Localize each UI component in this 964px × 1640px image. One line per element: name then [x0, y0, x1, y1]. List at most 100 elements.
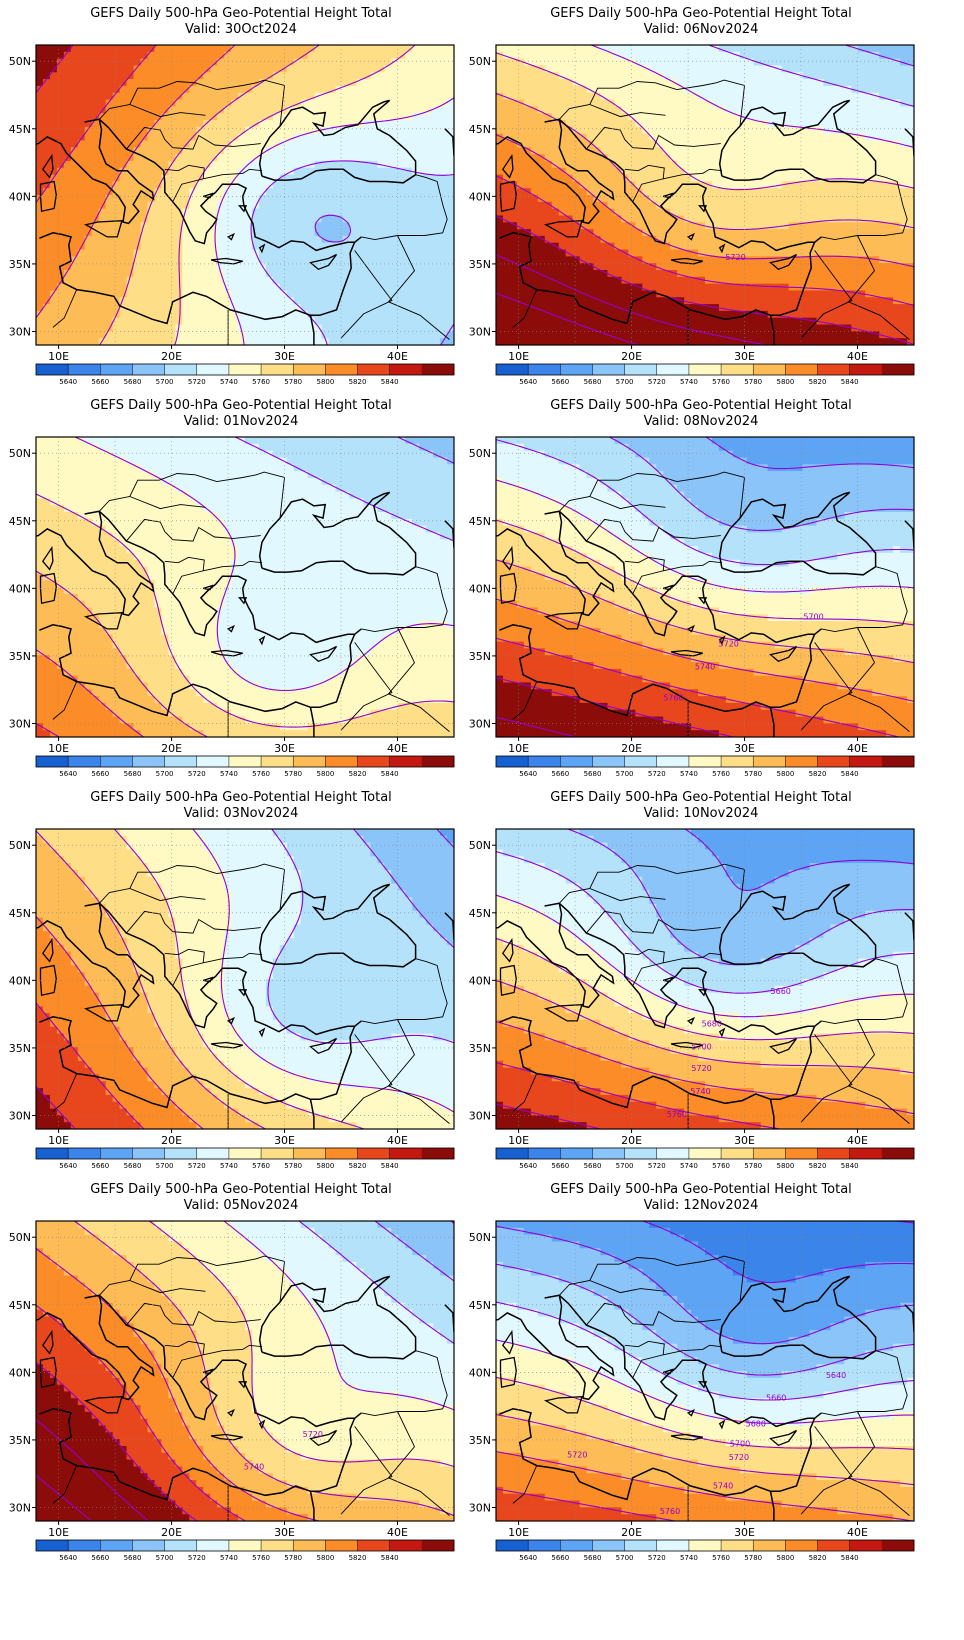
colorbar-swatch	[753, 364, 786, 375]
colorbar-swatch	[357, 364, 391, 375]
panel-title: GEFS Daily 500-hPa Geo-Potential Height …	[460, 1182, 942, 1198]
colorbar-label: 5680	[124, 1554, 142, 1562]
colorbar-swatch	[421, 364, 455, 375]
lat-tick-label: 45N	[469, 515, 491, 528]
colorbar-swatch	[100, 1148, 133, 1159]
colorbar-label: 5720	[188, 1162, 206, 1170]
contour-label: 5740	[695, 662, 715, 671]
colorbar-swatch	[560, 364, 593, 375]
panel-title: GEFS Daily 500-hPa Geo-Potential Height …	[460, 6, 942, 22]
lon-tick-label: 40E	[847, 350, 868, 363]
colorbar-label: 5720	[188, 770, 206, 778]
colorbar-label: 5760	[712, 1162, 730, 1170]
map-panel-p8: GEFS Daily 500-hPa Geo-Potential Height …	[460, 1176, 942, 1586]
colorbar-swatch	[164, 1148, 198, 1159]
colorbar-swatch	[68, 1148, 101, 1159]
colorbar-swatch	[228, 1148, 262, 1159]
lat-tick-label: 45N	[469, 123, 491, 136]
colorbar-label: 5660	[551, 770, 569, 778]
contour-label: 5720	[725, 253, 745, 262]
colorbar-label: 5800	[776, 1162, 794, 1170]
panel-valid-date: Valid: 08Nov2024	[460, 414, 942, 430]
colorbar-label: 5640	[59, 1554, 77, 1562]
colorbar-label: 5760	[712, 770, 730, 778]
colorbar-label: 5720	[648, 770, 666, 778]
colorbar-label: 5700	[156, 1162, 174, 1170]
colorbar-swatch	[68, 1540, 101, 1551]
colorbar-swatch	[624, 1540, 658, 1551]
colorbar-label: 5720	[648, 378, 666, 386]
lon-tick-label: 30E	[274, 742, 295, 755]
colorbar-label: 5820	[349, 378, 367, 386]
colorbar-label: 5760	[252, 1554, 270, 1562]
colorbar-label: 5700	[616, 1554, 634, 1562]
colorbar-swatch	[624, 364, 658, 375]
lat-tick-label: 40N	[9, 190, 31, 203]
panel-valid-date: Valid: 12Nov2024	[460, 1198, 942, 1214]
lat-tick-label: 35N	[469, 650, 491, 663]
colorbar-swatch	[293, 1148, 326, 1159]
contour-label: 5680	[746, 1419, 766, 1428]
colorbar-swatch	[36, 1148, 69, 1159]
lat-tick-label: 50N	[469, 1231, 491, 1244]
colorbar: 5640 5660 5680 5700 5720 5740 5760 5780 5800 5820…	[35, 1539, 455, 1562]
colorbar-swatch	[293, 756, 326, 767]
colorbar-label: 5780	[744, 378, 762, 386]
lat-tick-label: 45N	[469, 1299, 491, 1312]
lon-tick-label: 20E	[621, 350, 642, 363]
graticule	[36, 1221, 454, 1521]
contour-label: 5700	[730, 1440, 750, 1449]
colorbar-label: 5780	[744, 1162, 762, 1170]
lat-tick-label: 30N	[9, 325, 31, 338]
colorbar-swatch	[421, 756, 455, 767]
colorbar-label: 5640	[59, 770, 77, 778]
colorbar-label: 5780	[744, 770, 762, 778]
lon-tick-label: 30E	[274, 350, 295, 363]
colorbar-swatch	[592, 1148, 626, 1159]
colorbar-swatch	[261, 1148, 294, 1159]
colorbar-label: 5760	[252, 770, 270, 778]
lat-tick-label: 35N	[469, 1042, 491, 1055]
lon-tick-label: 20E	[161, 1134, 182, 1147]
colorbar-swatch	[293, 1540, 326, 1551]
contour-label: 5680	[702, 1019, 722, 1028]
map-frame	[35, 436, 455, 738]
colorbar-label: 5840	[841, 770, 859, 778]
colorbar-label: 5840	[841, 1162, 859, 1170]
colorbar-swatch	[721, 1148, 754, 1159]
colorbar-swatch	[36, 756, 69, 767]
lon-tick-label: 20E	[161, 1526, 182, 1539]
contour-label: 5760	[667, 1110, 687, 1119]
colorbar-swatch	[325, 756, 358, 767]
colorbar-swatch	[389, 756, 423, 767]
graticule	[496, 829, 914, 1129]
lat-tick-label: 35N	[9, 258, 31, 271]
graticule	[496, 45, 914, 345]
colorbar-swatch	[624, 1148, 658, 1159]
map-panel-p6: GEFS Daily 500-hPa Geo-Potential Height …	[460, 392, 942, 802]
panel-title: GEFS Daily 500-hPa Geo-Potential Height …	[0, 398, 482, 414]
colorbar-swatch	[357, 756, 391, 767]
map-panel-p3: GEFS Daily 500-hPa Geo-Potential Height …	[0, 784, 482, 1194]
colorbar-label: 5840	[381, 1162, 399, 1170]
colorbar-swatch	[849, 756, 883, 767]
colorbar-label: 5840	[841, 378, 859, 386]
map-panel-p5: GEFS Daily 500-hPa Geo-Potential Height …	[460, 0, 942, 410]
colorbar-label: 5780	[284, 1554, 302, 1562]
colorbar-swatch	[325, 364, 358, 375]
colorbar-label: 5680	[584, 378, 602, 386]
colorbar-swatch	[849, 1148, 883, 1159]
graticule	[496, 1221, 914, 1521]
colorbar-swatch	[496, 1540, 529, 1551]
colorbar-swatch	[164, 1540, 198, 1551]
colorbar-label: 5800	[776, 770, 794, 778]
colorbar-label: 5740	[220, 770, 238, 778]
colorbar-label: 5640	[59, 1162, 77, 1170]
lat-tick-label: 45N	[469, 907, 491, 920]
colorbar-swatch	[753, 756, 786, 767]
lat-tick-label: 30N	[469, 325, 491, 338]
contour-label: 5720	[719, 640, 739, 649]
lat-tick-label: 40N	[469, 1366, 491, 1379]
